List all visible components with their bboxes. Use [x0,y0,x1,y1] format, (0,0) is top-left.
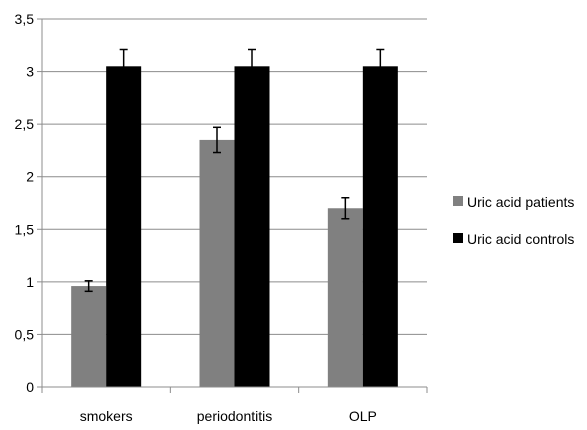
bar-OLP-patients [327,208,363,387]
y-tick-label: 2,5 [15,116,35,132]
legend-swatch [453,196,463,206]
legend-swatch [453,233,463,243]
bar-smokers-controls [106,66,142,388]
axes [37,18,428,393]
legend: Uric acid patients Uric acid controls [453,194,574,247]
bar-smokers-patients [71,286,107,387]
y-tick-label: 2 [26,169,34,185]
y-tick-label: 1 [26,274,34,290]
y-tick-label: 0 [26,379,34,395]
y-tick-label: 0,5 [15,326,35,342]
x-category-label: OLP [349,408,377,424]
bars [71,66,398,388]
y-tick-label: 3 [26,64,34,80]
x-category-labels: smokers periodontitis OLP [80,408,377,424]
legend-label: Uric acid controls [467,231,574,247]
x-category-label: periodontitis [197,408,273,424]
y-tick-label: 3,5 [15,11,35,27]
bar-OLP-controls [362,66,398,388]
y-tick-label: 1,5 [15,221,35,237]
x-category-label: smokers [80,408,133,424]
bar-periodontitis-patients [199,139,235,387]
error-bars [84,48,385,293]
bar-periodontitis-controls [234,66,270,388]
y-tick-labels: 0 0,5 1 1,5 2 2,5 3 3,5 [15,11,35,395]
legend-label: Uric acid patients [467,194,574,210]
